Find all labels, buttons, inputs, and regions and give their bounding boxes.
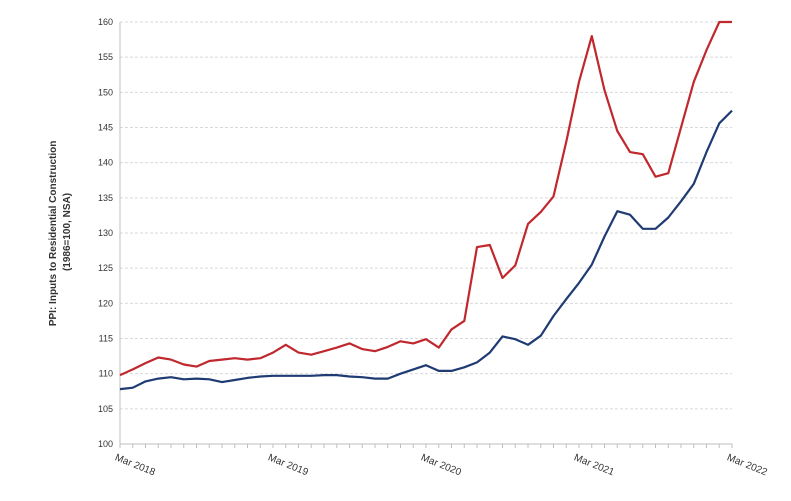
y-tick-label: 160 — [98, 17, 113, 27]
y-tick-label: 115 — [99, 334, 113, 344]
x-tick-label: Mar 2018 — [113, 452, 157, 478]
x-tick-labels: Mar 2018 Mar 2019 Mar 2020 Mar 2021 Mar 2022 — [113, 452, 769, 478]
y-tick-label: 120 — [98, 298, 113, 308]
y-tick-label: 155 — [98, 52, 113, 62]
y-tick-label: 125 — [98, 263, 113, 273]
y-axis-label-line-1: PPI: Inputs to Residential Construction — [48, 141, 59, 327]
x-tick-label: Mar 2021 — [572, 452, 616, 478]
series-lines — [119, 20, 733, 391]
y-tick-label: 135 — [98, 193, 113, 203]
y-tick-label: 105 — [98, 404, 113, 414]
y-tick-label: 140 — [98, 158, 113, 168]
series-line-red — [119, 20, 732, 377]
y-axis-label: PPI: Inputs to Residential Construction … — [48, 138, 73, 326]
series-line-blue — [119, 109, 733, 391]
y-tick-labels: 100 105 110 115 120 125 130 135 140 145 150 155 160 — [98, 17, 113, 449]
y-tick-label: 145 — [98, 123, 113, 133]
x-tick-label: Mar 2019 — [266, 452, 310, 478]
y-tick-label: 130 — [98, 228, 113, 238]
y-tick-label: 150 — [98, 87, 113, 97]
y-axis-label-line-2: (1986=100, NSA) — [62, 193, 73, 271]
x-tick-label: Mar 2022 — [725, 452, 769, 478]
gridlines — [119, 21, 733, 448]
y-tick-label: 110 — [99, 369, 113, 379]
y-tick-label: 100 — [98, 439, 113, 449]
x-tick-label: Mar 2020 — [419, 452, 463, 478]
